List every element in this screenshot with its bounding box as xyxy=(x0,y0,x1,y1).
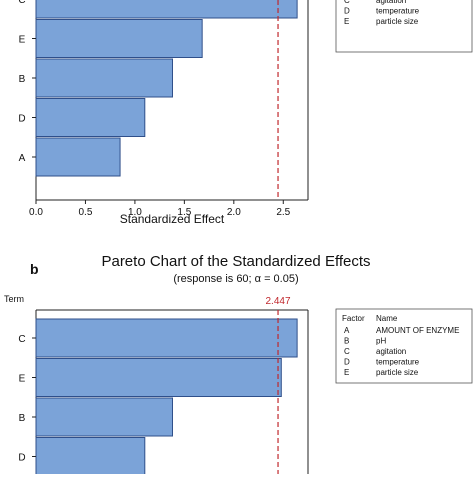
bar-D xyxy=(35,437,146,476)
legend-name-E: particle size xyxy=(376,368,419,377)
bar-C xyxy=(35,0,298,19)
legend-name-D: temperature xyxy=(376,7,420,16)
legend-factor-C: C xyxy=(344,347,350,356)
x-tick-label: 1.0 xyxy=(128,207,142,218)
x-tick-label: 2.5 xyxy=(276,207,290,218)
chart-subtitle: (response is 60; α = 0.05) xyxy=(173,273,298,285)
legend-factor-D: D xyxy=(344,358,350,367)
legend-name-A: AMOUNT OF ENZYME xyxy=(376,326,459,335)
legend-factor-A: A xyxy=(344,326,350,335)
legend-factor-E: E xyxy=(344,17,349,26)
y-tick-label-D: D xyxy=(18,453,25,464)
bar-B xyxy=(35,397,173,437)
y-tick-label-C: C xyxy=(18,334,25,345)
legend-box xyxy=(335,308,473,384)
bar-B xyxy=(35,58,173,98)
y-tick-label-A: A xyxy=(19,153,26,164)
bar-C xyxy=(35,318,298,358)
x-tick-label: 0.0 xyxy=(29,207,43,218)
panel-label: b xyxy=(30,261,39,277)
legend-factor-E: E xyxy=(344,368,349,377)
bar-D xyxy=(35,98,146,137)
y-tick-label-C: C xyxy=(18,0,25,6)
legend-factor-D: D xyxy=(344,7,350,16)
legend-header-name: Name xyxy=(376,314,398,323)
bar-A xyxy=(35,137,121,177)
y-tick-label-D: D xyxy=(18,114,25,125)
legend-name-C: agitation xyxy=(376,347,406,356)
bar-E xyxy=(35,358,282,397)
reference-line-label: 2.447 xyxy=(266,296,291,307)
x-tick-label: 2.0 xyxy=(227,207,241,218)
y-tick-label-E: E xyxy=(19,35,26,46)
bar-E xyxy=(35,19,203,58)
x-tick-label: 1.5 xyxy=(177,207,191,218)
y-tick-label-B: B xyxy=(19,413,26,424)
legend-name-E: particle size xyxy=(376,17,419,26)
legend-name-C: agitation xyxy=(376,0,406,5)
legend-factor-C: C xyxy=(344,0,350,5)
y-tick-label-E: E xyxy=(19,374,26,385)
y-tick-label-B: B xyxy=(19,74,26,85)
chart-title: Pareto Chart of the Standardized Effects xyxy=(101,253,370,270)
legend-factor-B: B xyxy=(344,337,349,346)
x-tick-label: 0.5 xyxy=(79,207,93,218)
legend-name-B: pH xyxy=(376,337,386,346)
legend-name-D: temperature xyxy=(376,358,420,367)
legend-box xyxy=(335,0,473,53)
x-axis-title: Standardized Effect xyxy=(120,212,225,226)
y-axis-title: Term xyxy=(4,294,24,304)
legend-header-factor: Factor xyxy=(342,314,365,323)
